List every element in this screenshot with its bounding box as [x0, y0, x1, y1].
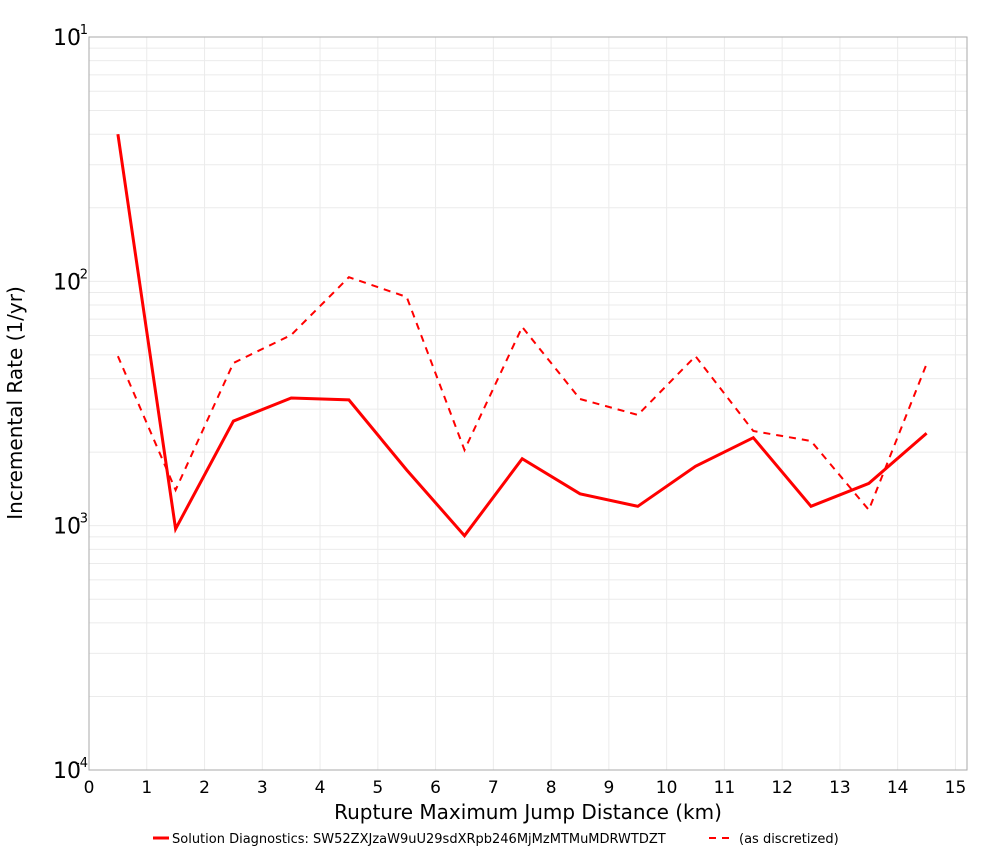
y-tick-exponent: -1	[75, 23, 88, 38]
x-tick-label: 1	[141, 778, 152, 798]
x-tick-label: 7	[488, 778, 499, 798]
y-tick-exponent: -4	[75, 756, 88, 771]
series-line-solution	[116, 133, 928, 539]
legend: Solution Diagnostics: SW52ZXJzaW9uU29sdX…	[153, 832, 839, 847]
legend-label-solution: Solution Diagnostics: SW52ZXJzaW9uU29sdX…	[172, 832, 666, 847]
y-tick-exponent: -2	[75, 267, 88, 282]
y-tick-label: 10	[53, 270, 81, 295]
y-tick-exponent: -3	[75, 512, 88, 527]
x-tick-label: 2	[199, 778, 210, 798]
y-tick-label: 10	[53, 26, 81, 51]
x-tick-label: 14	[887, 778, 909, 798]
y-tick-label: 10	[53, 759, 81, 784]
x-tick-label: 5	[372, 778, 383, 798]
x-tick-label: 9	[603, 778, 614, 798]
x-tick-label: 3	[257, 778, 268, 798]
y-axis-ticks: 10-110-210-310-4	[53, 23, 88, 784]
x-axis-label: Rupture Maximum Jump Distance (km)	[334, 800, 722, 824]
x-tick-label: 4	[315, 778, 326, 798]
x-tick-label: 12	[771, 778, 793, 798]
x-tick-label: 8	[546, 778, 557, 798]
x-tick-label: 10	[656, 778, 678, 798]
series-line-discretized	[116, 276, 928, 512]
x-tick-label: 11	[714, 778, 736, 798]
x-tick-label: 13	[829, 778, 851, 798]
legend-label-discretized: (as discretized)	[739, 832, 839, 847]
x-tick-label: 6	[430, 778, 441, 798]
y-tick-label: 10	[53, 515, 81, 540]
x-axis-ticks: 0 1 2 3 4 5 6 7 8 9 10 11 12 13 14 15	[84, 778, 967, 798]
grid-lines	[88, 37, 967, 771]
x-tick-label: 15	[945, 778, 967, 798]
series-layer	[116, 133, 928, 539]
y-axis-label: Incremental Rate (1/yr)	[3, 286, 27, 519]
x-tick-label: 0	[84, 778, 95, 798]
plot-area	[88, 36, 968, 771]
